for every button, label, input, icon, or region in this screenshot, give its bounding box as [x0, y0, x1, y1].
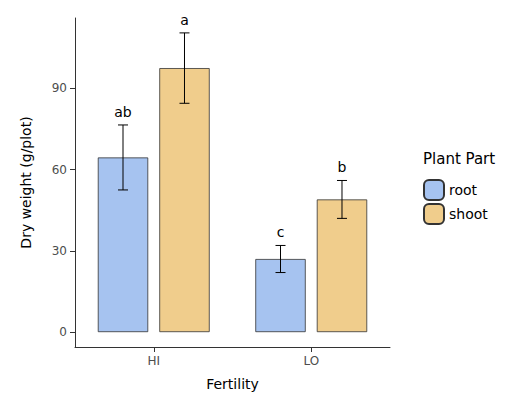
- svg-text:ab: ab: [114, 104, 132, 120]
- svg-text:HI: HI: [147, 354, 160, 368]
- svg-text:90: 90: [52, 81, 67, 95]
- svg-text:root: root: [449, 182, 478, 198]
- svg-text:Fertility: Fertility: [206, 376, 259, 392]
- svg-text:LO: LO: [303, 354, 319, 368]
- svg-text:c: c: [277, 224, 285, 240]
- svg-text:30: 30: [52, 244, 67, 258]
- svg-text:a: a: [180, 12, 189, 28]
- svg-text:b: b: [338, 159, 347, 175]
- svg-text:60: 60: [52, 163, 67, 177]
- svg-text:Dry weight (g/plot): Dry weight (g/plot): [18, 116, 34, 248]
- svg-text:shoot: shoot: [449, 206, 488, 222]
- svg-text:Plant Part: Plant Part: [423, 150, 495, 168]
- svg-text:0: 0: [59, 325, 67, 339]
